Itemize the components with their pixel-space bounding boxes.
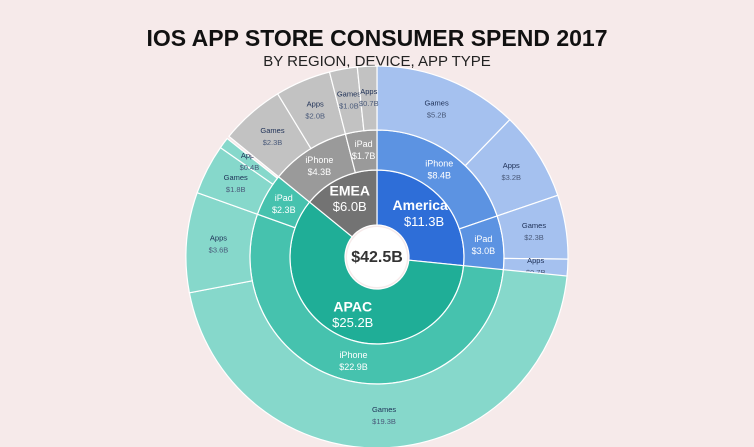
segment-value-label: $3.6B xyxy=(209,246,229,255)
segment-name: Apps xyxy=(241,151,258,160)
segment-value-label: $4.3B xyxy=(308,167,332,177)
segment-value-label: $11.3B xyxy=(404,214,444,229)
segment-value-label: $2.3B xyxy=(272,205,296,215)
segment-value-label: $1.0B xyxy=(339,101,359,110)
segment-name: iPhone xyxy=(339,350,367,360)
segment-value-label: $1.8B xyxy=(226,185,246,194)
segment-name: Games xyxy=(224,173,248,182)
segment-value-label: $25.2B xyxy=(332,315,373,330)
segment-value-label: $8.4B xyxy=(427,170,451,180)
segment-value-label: $2.3B xyxy=(524,233,544,242)
segment-name: Apps xyxy=(210,234,227,243)
segment-name: Games xyxy=(372,405,396,414)
segment-name: iPhone xyxy=(425,158,453,168)
sunburst-segment xyxy=(188,268,568,447)
segment-value-label: $3.0B xyxy=(472,246,496,256)
segment-value-label: $2.0B xyxy=(305,111,325,120)
segment-value-label: $19.3B xyxy=(372,417,396,426)
center-total-label: $42.5B xyxy=(351,249,403,266)
segment-name: APAC xyxy=(333,298,372,314)
segment-name: Games xyxy=(522,221,546,230)
segment-value-label: $0.4B xyxy=(240,163,260,172)
sunburst-segment xyxy=(219,137,279,186)
segment-name: Apps xyxy=(307,99,324,108)
segment-name: Americas xyxy=(393,197,456,213)
segment-name: Games xyxy=(425,99,449,108)
segment-value-label: $22.9B xyxy=(339,362,368,372)
segment-name: iPhone xyxy=(305,155,333,165)
segment-value-label: $1.7B xyxy=(352,151,376,161)
sunburst-segment xyxy=(356,65,378,132)
segment-name: EMEA xyxy=(330,182,370,198)
segment-name: iPad xyxy=(355,139,373,149)
segment-value-label: $0.7B xyxy=(359,99,379,108)
segment-name: Apps xyxy=(360,87,377,96)
segment-name: Games xyxy=(260,126,284,135)
center-total xyxy=(347,227,407,287)
chart-title: IOS APP STORE CONSUMER SPEND 2017 xyxy=(147,25,608,51)
segment-name: Apps xyxy=(503,161,520,170)
segment-value-label: $3.2B xyxy=(501,173,521,182)
segment-value-label: $5.2B xyxy=(427,111,447,120)
segment-name: Apps xyxy=(527,256,544,265)
segment-name: Games xyxy=(337,89,361,98)
segment-value-label: $2.3B xyxy=(263,138,283,147)
segment-value-label: $6.0B xyxy=(333,199,367,214)
segment-name: iPad xyxy=(474,234,492,244)
chart-subtitle: BY REGION, DEVICE, APP TYPE xyxy=(263,53,491,70)
segment-name: iPad xyxy=(275,193,293,203)
